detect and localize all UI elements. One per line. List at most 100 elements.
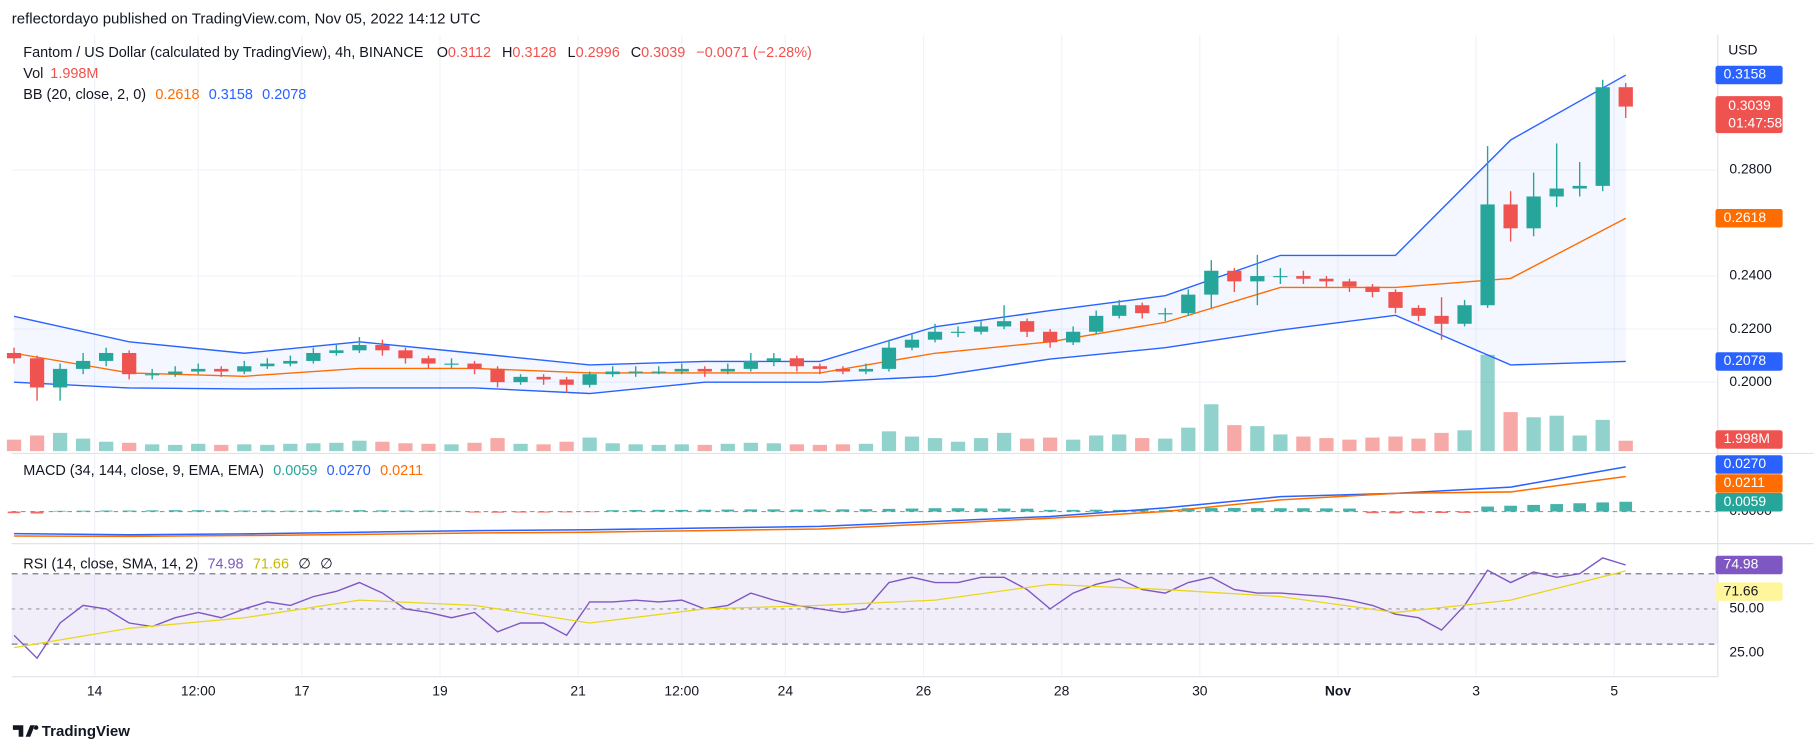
currency-label: USD — [1728, 42, 1757, 58]
volume-bar — [605, 443, 620, 452]
candle-body — [835, 368, 851, 372]
candle-body — [1112, 305, 1127, 316]
x-tick-label: 28 — [1054, 682, 1070, 698]
candle-body — [674, 368, 689, 372]
volume-bar — [398, 443, 413, 452]
volume-bar — [1135, 438, 1150, 452]
candle-body — [513, 376, 528, 383]
volume-bar — [490, 438, 505, 452]
volume-bar — [1250, 426, 1265, 452]
countdown: 01:47:58 — [1728, 115, 1782, 131]
y-tick-label: 50.00 — [1729, 600, 1764, 616]
publisher-line: reflectordayo published on TradingView.c… — [12, 11, 481, 28]
macd-histogram-bar — [1481, 506, 1494, 512]
volume-bar — [973, 438, 989, 452]
candle-body — [582, 374, 597, 385]
macd-hist-value: 0.0059 — [273, 463, 317, 479]
macd-histogram-bar — [1297, 508, 1310, 512]
legend-change: −0.0071 (−2.28%) — [696, 45, 812, 61]
volume-bar — [651, 444, 666, 452]
volume-bar — [582, 437, 597, 452]
macd-histogram-bar — [422, 510, 435, 512]
macd-histogram-bar — [445, 510, 458, 512]
bb-lower-badge-bg — [1715, 352, 1783, 371]
macd-histogram-bar — [583, 511, 596, 513]
macd-histogram-bar — [214, 510, 228, 512]
candle-body — [1342, 281, 1357, 287]
volume-bar — [1042, 437, 1058, 452]
volume-bar — [1411, 438, 1426, 452]
candle-body — [766, 358, 781, 361]
x-tick-label: 17 — [294, 682, 310, 698]
candle-body — [1549, 188, 1564, 197]
candle-body — [1457, 305, 1472, 324]
candle-body — [29, 358, 45, 388]
candle-body — [628, 371, 643, 373]
macd-histogram-bar — [928, 508, 942, 512]
macd-histogram-bar — [1066, 509, 1080, 512]
macd-histogram-bar — [1366, 511, 1379, 514]
volume-bar — [329, 442, 344, 452]
volume-bar — [444, 444, 459, 452]
macd-histogram-bar — [1504, 505, 1517, 512]
bb-upper — [13, 74, 1627, 366]
macd-histogram-bar — [882, 508, 896, 512]
macd-histogram-bar — [560, 511, 573, 513]
macd-histogram-bar — [1043, 509, 1057, 512]
candle-body — [99, 352, 114, 361]
volume-bar — [191, 443, 206, 452]
candle-body — [536, 376, 551, 380]
brand-logo — [12, 725, 39, 737]
macd-histogram-bar — [284, 510, 297, 512]
volume-bar — [743, 442, 758, 452]
bb-lower-value: 0.2078 — [262, 87, 306, 103]
x-tick-label: 12:00 — [181, 682, 216, 698]
macd-badge-bg — [1715, 455, 1783, 474]
signal-value: 0.0211 — [380, 463, 423, 479]
legend-letter: L — [568, 45, 576, 61]
volume-bar — [6, 439, 22, 452]
y-tick-label: 0.2000 — [1729, 373, 1772, 389]
candle-body — [122, 352, 137, 375]
candle-body — [490, 368, 505, 383]
candle-body — [1181, 294, 1196, 314]
volume-bar — [1319, 438, 1334, 452]
volume-bar — [1526, 417, 1541, 452]
x-tick-label: 21 — [570, 682, 586, 698]
volume-bar — [1572, 435, 1587, 452]
candle-body — [1158, 313, 1173, 315]
candle-body — [697, 368, 712, 372]
macd-histogram-bar — [353, 510, 366, 512]
legend-letter: O — [437, 45, 448, 61]
volume-bar — [1066, 439, 1081, 452]
macd-histogram-bar — [1527, 504, 1540, 512]
candle-body — [75, 360, 91, 369]
bb-upper-value: 0.3158 — [209, 87, 253, 103]
histogram-badge-bg — [1715, 493, 1783, 512]
volume-bar — [720, 443, 735, 452]
macd-histogram-bar — [237, 510, 251, 512]
marks-layer — [6, 74, 1633, 660]
volume-bar — [75, 438, 91, 452]
candle-body — [421, 358, 436, 364]
macd-histogram-bar — [951, 508, 965, 512]
candle-body — [1296, 276, 1311, 279]
macd-histogram-bar — [30, 511, 44, 514]
candle-body — [1204, 270, 1219, 295]
candle-body — [858, 368, 874, 372]
volume-bar — [467, 442, 482, 452]
volume-bar — [1434, 432, 1449, 452]
main-legend: Fantom / US Dollar (calculated by Tradin… — [23, 45, 812, 61]
volume-bar — [789, 444, 805, 452]
volume-bar — [260, 444, 275, 452]
candle-body — [52, 368, 68, 388]
x-tick-label: 14 — [87, 682, 103, 698]
macd-histogram-bar — [1227, 507, 1241, 512]
volume-badge-bg — [1715, 430, 1783, 449]
candle-body — [1618, 87, 1633, 107]
volume-bar — [1595, 419, 1610, 452]
x-tick-label: 5 — [1610, 682, 1618, 698]
candle-body — [1595, 87, 1610, 186]
macd-histogram-bar — [836, 509, 850, 512]
candle-body — [444, 363, 459, 365]
